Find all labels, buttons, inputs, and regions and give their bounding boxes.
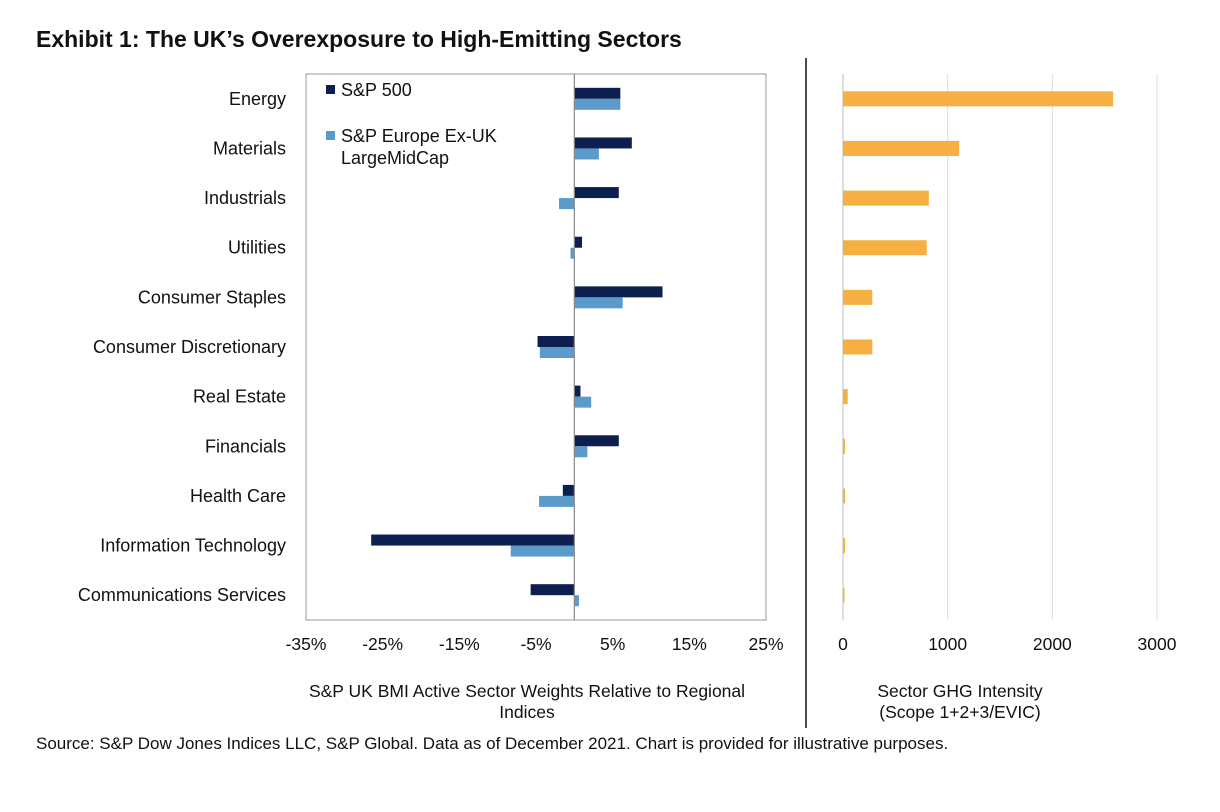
category-label: Real Estate [193,387,286,407]
bar-sp500 [574,187,619,199]
bar-ghg-intensity [843,289,873,305]
bar-ghg-intensity [843,538,846,554]
bar-europe-ex-uk [574,396,592,408]
bar-ghg-intensity [843,339,873,355]
bar-sp500 [574,137,632,149]
x-tick-label: 3000 [1138,634,1177,654]
legend-label-europe-ex-uk: S&P Europe Ex-UK LargeMidCap [341,126,497,168]
legend-swatch-sp500 [326,85,335,94]
bar-ghg-intensity [843,587,845,603]
legend-swatch-europe-ex-uk [326,131,335,140]
category-label: Consumer Staples [138,287,286,307]
category-label: Information Technology [100,536,286,556]
x-tick-label: 5% [600,634,625,654]
category-label: Communications Services [78,585,286,605]
category-label: Financials [205,436,286,456]
bar-europe-ex-uk [539,495,575,507]
bar-europe-ex-uk [539,347,575,358]
x-tick-label: 1000 [928,634,967,654]
bar-sp500 [574,385,581,397]
bar-europe-ex-uk [574,297,623,309]
bar-sp500 [574,87,621,99]
bar-ghg-intensity [843,91,1114,107]
bar-sp500 [574,236,582,248]
bar-sp500 [574,286,663,298]
x-tick-label: -5% [520,634,551,654]
bar-europe-ex-uk [574,595,579,607]
x-tick-label: 2000 [1033,634,1072,654]
category-label: Energy [229,89,286,109]
left-plot-frame [305,73,767,621]
chart-title: Exhibit 1: The UK’s Overexposure to High… [36,26,682,52]
x-tick-label: -25% [362,634,403,654]
right-x-axis-label: Sector GHG Intensity (Scope 1+2+3/EVIC) [877,681,1043,722]
bar-ghg-intensity [843,438,846,454]
bar-ghg-intensity [843,488,846,504]
category-label: Health Care [190,486,286,506]
bar-europe-ex-uk [574,98,621,110]
bar-europe-ex-uk [510,545,575,557]
left-x-axis-label: S&P UK BMI Active Sector Weights Relativ… [309,681,745,722]
x-tick-label: 0 [838,634,848,654]
x-tick-label: 15% [672,634,707,654]
bar-ghg-intensity [843,240,927,256]
bar-ghg-intensity [843,190,929,206]
source-note: Source: S&P Dow Jones Indices LLC, S&P G… [36,734,949,753]
bar-europe-ex-uk [570,247,575,259]
bar-ghg-intensity [843,389,848,405]
bar-sp500 [562,484,575,496]
x-tick-label: -15% [439,634,480,654]
bar-ghg-intensity [843,140,960,156]
x-tick-label: 25% [748,634,783,654]
category-label: Materials [213,138,286,158]
category-label: Industrials [204,188,286,208]
bar-sp500 [371,534,575,546]
x-tick-label: -35% [286,634,327,654]
legend-label-sp500: S&P 500 [341,80,412,100]
category-label: Utilities [228,238,286,258]
bar-europe-ex-uk [574,148,599,160]
bar-europe-ex-uk [559,198,575,210]
bar-sp500 [574,435,619,447]
category-label: Consumer Discretionary [93,337,286,357]
bar-sp500 [537,336,575,347]
bar-sp500 [530,584,575,596]
bar-europe-ex-uk [574,446,588,458]
